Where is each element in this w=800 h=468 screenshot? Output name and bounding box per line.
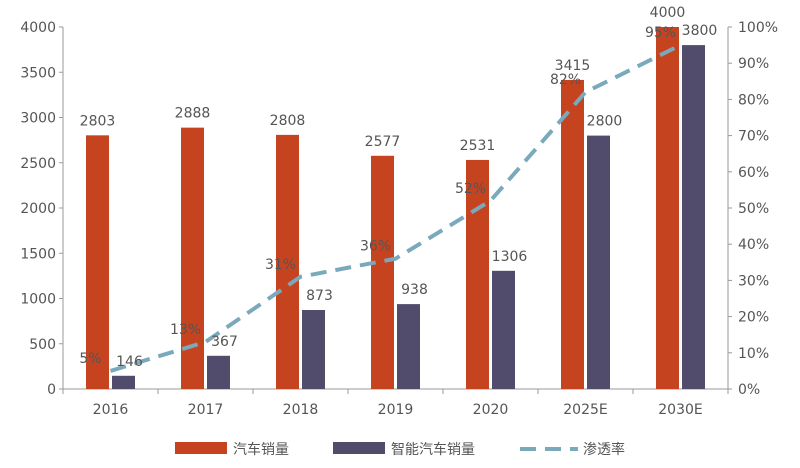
data-label-penetration-rate: 95% [645, 25, 676, 41]
data-label-smart-car-sales: 2800 [587, 114, 623, 130]
y-left-tick-label: 1500 [20, 246, 56, 262]
legend-label-penetration-rate: 渗透率 [583, 441, 625, 458]
x-tick-label: 2017 [188, 402, 224, 418]
data-label-smart-car-sales: 938 [401, 282, 428, 298]
bar-car-sales [276, 134, 299, 389]
bar-car-sales [86, 135, 109, 389]
data-label-penetration-rate: 82% [550, 72, 581, 88]
y-right-tick-label: 10% [738, 346, 769, 362]
data-label-car-sales: 2577 [365, 134, 401, 150]
data-label-penetration-rate: 13% [170, 322, 201, 338]
legend-label-car-sales: 汽车销量 [233, 441, 289, 458]
bar-smart-car-sales [207, 355, 230, 389]
y-right-tick-label: 20% [738, 310, 769, 326]
legend-swatch-smart-car-sales [333, 442, 385, 454]
y-right-tick-label: 90% [738, 56, 769, 72]
y-right-tick-label: 50% [738, 201, 769, 217]
y-right-tick-label: 80% [738, 92, 769, 108]
data-label-penetration-rate: 31% [265, 257, 296, 273]
y-right-tick-label: 100% [738, 20, 778, 36]
data-label-smart-car-sales: 146 [116, 354, 143, 370]
bar-smart-car-sales [302, 309, 325, 389]
legend-label-smart-car-sales: 智能汽车销量 [391, 441, 475, 458]
bar-car-sales [561, 79, 584, 389]
y-right-tick-label: 0% [738, 382, 760, 398]
y-right-tick-label: 40% [738, 237, 769, 253]
bar-smart-car-sales [112, 375, 135, 389]
data-label-car-sales: 3415 [555, 58, 591, 74]
y-left-tick-label: 1000 [20, 292, 56, 308]
bar-smart-car-sales [492, 270, 515, 389]
line-penetration-rate [109, 43, 682, 373]
data-label-penetration-rate: 5% [79, 351, 101, 367]
x-tick-label: 2020 [473, 402, 509, 418]
data-label-smart-car-sales: 367 [211, 334, 238, 350]
x-tick-label: 2018 [283, 402, 319, 418]
data-label-car-sales: 2888 [175, 106, 211, 122]
bar-car-sales [371, 155, 394, 389]
data-label-car-sales: 2808 [270, 113, 306, 129]
y-right-tick-label: 60% [738, 165, 769, 181]
y-left-tick-label: 500 [29, 337, 56, 353]
legend-swatch-car-sales [175, 442, 227, 454]
x-tick-label: 2025E [563, 402, 607, 418]
bar-car-sales [656, 27, 679, 389]
y-left-tick-label: 4000 [20, 20, 56, 36]
data-label-penetration-rate: 52% [455, 181, 486, 197]
data-label-smart-car-sales: 1306 [492, 249, 528, 265]
data-label-penetration-rate: 36% [360, 239, 391, 255]
y-left-tick-label: 2000 [20, 201, 56, 217]
data-label-car-sales: 2531 [460, 138, 496, 154]
bar-smart-car-sales [682, 45, 705, 389]
data-label-smart-car-sales: 3800 [682, 23, 718, 39]
y-right-tick-label: 30% [738, 273, 769, 289]
bar-car-sales [466, 159, 489, 389]
data-label-car-sales: 2803 [80, 113, 116, 129]
x-tick-label: 2016 [93, 402, 129, 418]
data-label-car-sales: 4000 [650, 5, 686, 21]
y-right-tick-label: 70% [738, 129, 769, 145]
bar-smart-car-sales [587, 135, 610, 389]
bar-smart-car-sales [397, 304, 420, 389]
data-label-smart-car-sales: 873 [306, 288, 333, 304]
x-tick-label: 2030E [658, 402, 702, 418]
y-left-tick-label: 3500 [20, 65, 56, 81]
y-left-tick-label: 0 [47, 382, 56, 398]
bar-car-sales [181, 127, 204, 390]
y-left-tick-label: 2500 [20, 156, 56, 172]
y-left-tick-label: 3000 [20, 111, 56, 127]
x-tick-label: 2019 [378, 402, 414, 418]
